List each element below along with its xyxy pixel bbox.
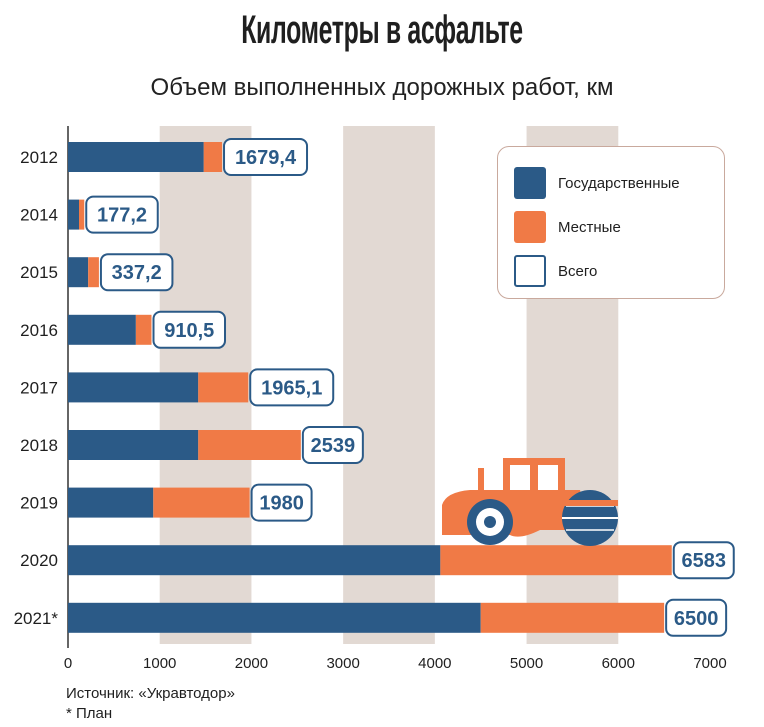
legend-label-state: Государственные (558, 174, 680, 192)
legend-item-total: Всего (514, 255, 597, 287)
bar-state (68, 142, 204, 172)
total-label: 6583 (682, 550, 727, 572)
chart-subtitle: Объем выполненных дорожных работ, км (150, 74, 614, 101)
total-label: 337,2 (112, 262, 162, 284)
y-tick-label: 2020 (20, 551, 58, 570)
y-tick-label: 2012 (20, 148, 58, 167)
x-tick-label: 3000 (326, 655, 359, 672)
y-tick-label: 2018 (20, 436, 58, 455)
chart-title: Километры в асфальте (241, 8, 523, 52)
bar-state (68, 199, 80, 230)
y-tick-label: 2014 (20, 206, 58, 225)
x-tick-label: 5000 (510, 655, 543, 672)
source-text: Источник: «Укравтодор» (66, 685, 235, 702)
legend-label-local: Местные (558, 218, 621, 236)
bar-state (68, 257, 89, 288)
legend: Государственные Местные Всего (497, 146, 725, 299)
bar-state (68, 314, 136, 345)
total-label-box (665, 598, 728, 637)
total-label: 6500 (674, 608, 719, 630)
total-label-box (250, 483, 313, 522)
plan-footnote: * План (66, 705, 113, 722)
bar-local (480, 602, 665, 633)
bar-state (68, 545, 441, 576)
x-tick-label: 2000 (235, 655, 268, 672)
x-tick-label: 4000 (418, 655, 451, 672)
total-label: 1965,1 (261, 377, 322, 399)
y-tick-label: 2015 (20, 263, 58, 282)
bar-state (68, 372, 199, 403)
legend-swatch-local (514, 211, 546, 243)
y-tick-label: 2017 (20, 378, 58, 397)
bar-local (203, 142, 223, 172)
bar-local (88, 257, 99, 288)
x-tick-label: 6000 (602, 655, 635, 672)
bar-state (68, 430, 199, 460)
total-label-box (152, 310, 227, 349)
legend-label-total: Всего (558, 262, 598, 280)
total-label: 1679,4 (235, 147, 297, 169)
total-label: 1980 (259, 493, 304, 515)
legend-item-local: Местные (514, 211, 621, 243)
total-label: 177,2 (97, 205, 147, 227)
total-label-box (672, 541, 735, 580)
total-label-box (301, 426, 364, 464)
source-note: Источник: «Укравтодор» * План (66, 684, 235, 724)
legend-swatch-total (514, 255, 546, 287)
total-label-box (249, 368, 335, 407)
y-tick-label: 2016 (20, 321, 58, 340)
y-tick-label: 2021* (14, 609, 59, 628)
x-tick-label: 7000 (693, 655, 726, 672)
total-label-box (99, 253, 174, 292)
legend-item-state: Государственные (514, 167, 680, 199)
total-label: 2539 (311, 435, 356, 457)
bar-local (135, 314, 152, 345)
bar-local (440, 545, 672, 576)
x-tick-label: 1000 (143, 655, 176, 672)
total-label: 910,5 (164, 320, 214, 342)
bar-local (198, 372, 249, 403)
total-label-box (223, 138, 309, 176)
bar-local (153, 487, 250, 518)
bar-local (198, 430, 301, 460)
road-roller-icon (442, 458, 618, 546)
total-label-box (85, 195, 159, 234)
bar-state (68, 602, 481, 633)
y-tick-label: 2019 (20, 494, 58, 513)
legend-swatch-state (514, 167, 546, 199)
bar-state (68, 487, 154, 518)
x-tick-label: 0 (64, 655, 72, 672)
bar-local (79, 199, 85, 230)
